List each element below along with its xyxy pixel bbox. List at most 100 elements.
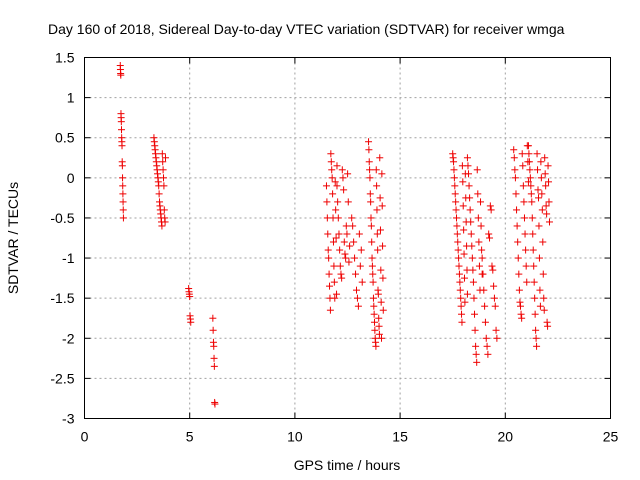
data-point	[470, 294, 478, 302]
data-point	[453, 230, 461, 238]
data-point	[118, 162, 126, 170]
data-point	[367, 222, 375, 230]
data-point	[375, 322, 383, 330]
data-point	[453, 222, 461, 230]
data-point	[117, 126, 125, 134]
data-point	[210, 362, 218, 370]
data-point	[368, 238, 376, 246]
plot-frame	[84, 57, 611, 419]
data-point	[457, 302, 465, 310]
data-point	[536, 286, 544, 294]
data-point	[545, 218, 553, 226]
data-point	[540, 294, 548, 302]
data-point	[119, 190, 127, 198]
x-tick-label: 0	[81, 429, 89, 445]
data-point	[333, 290, 341, 298]
data-point	[463, 266, 471, 274]
data-point	[372, 342, 380, 350]
data-point	[530, 278, 538, 286]
data-point	[460, 226, 468, 234]
data-point	[371, 318, 379, 326]
chart-title: Day 160 of 2018, Sidereal Day-to-day VTE…	[48, 21, 565, 37]
data-point	[162, 154, 170, 162]
data-point	[478, 246, 486, 254]
data-point	[471, 310, 479, 318]
data-point	[482, 334, 490, 342]
data-point	[532, 334, 540, 342]
data-point	[365, 158, 373, 166]
data-point	[160, 206, 168, 214]
data-point	[526, 174, 534, 182]
data-point	[161, 218, 169, 226]
x-tick-label: 20	[498, 429, 514, 445]
y-tick-label: -1	[62, 250, 75, 266]
data-point	[358, 278, 366, 286]
data-point	[365, 138, 373, 146]
data-point	[322, 182, 330, 190]
data-point	[326, 306, 334, 314]
data-point	[489, 266, 497, 274]
y-tick-label: -0.5	[50, 210, 74, 226]
data-point	[541, 154, 549, 162]
data-point	[511, 166, 519, 174]
data-point	[472, 342, 480, 350]
data-point	[117, 118, 125, 126]
data-point	[463, 290, 471, 298]
data-point	[531, 310, 539, 318]
data-point	[467, 230, 475, 238]
data-point	[518, 314, 526, 322]
data-point	[340, 186, 348, 194]
axis-ticks	[84, 57, 611, 419]
data-point	[527, 182, 535, 190]
data-point	[186, 293, 194, 301]
data-point	[366, 174, 374, 182]
data-point	[369, 278, 377, 286]
data-point	[452, 198, 460, 206]
y-tick-label: -2	[62, 330, 75, 346]
data-point	[379, 242, 387, 250]
data-point	[450, 158, 458, 166]
data-point	[485, 230, 493, 238]
data-point	[535, 254, 543, 262]
data-point	[516, 298, 524, 306]
data-point	[377, 298, 385, 306]
data-point	[467, 218, 475, 226]
data-point	[528, 214, 536, 222]
data-point	[155, 190, 163, 198]
data-point	[534, 166, 542, 174]
data-point	[455, 270, 463, 278]
data-point	[492, 326, 500, 334]
data-point	[534, 186, 542, 194]
data-point	[376, 226, 384, 234]
data-point	[512, 190, 520, 198]
data-point	[527, 190, 535, 198]
data-point	[465, 182, 473, 190]
data-point	[329, 238, 337, 246]
y-tick-label: -3	[62, 411, 75, 427]
data-point	[371, 326, 379, 334]
data-point	[119, 198, 127, 206]
data-point	[334, 198, 342, 206]
data-point	[544, 322, 552, 330]
data-point	[345, 258, 353, 266]
data-point	[515, 270, 523, 278]
data-point	[524, 178, 532, 186]
data-point	[327, 158, 335, 166]
data-point	[459, 178, 467, 186]
x-tick-label: 25	[603, 429, 619, 445]
data-point	[487, 206, 495, 214]
data-point	[533, 150, 541, 158]
data-point	[338, 166, 346, 174]
data-points	[116, 62, 553, 408]
data-point	[532, 326, 540, 334]
data-point	[488, 262, 496, 270]
data-point	[458, 318, 466, 326]
data-point	[545, 198, 553, 206]
data-point	[346, 242, 354, 250]
data-point	[536, 302, 544, 310]
data-point	[466, 206, 474, 214]
data-point	[493, 334, 501, 342]
data-point	[454, 238, 462, 246]
data-point	[325, 254, 333, 262]
data-point	[454, 246, 462, 254]
